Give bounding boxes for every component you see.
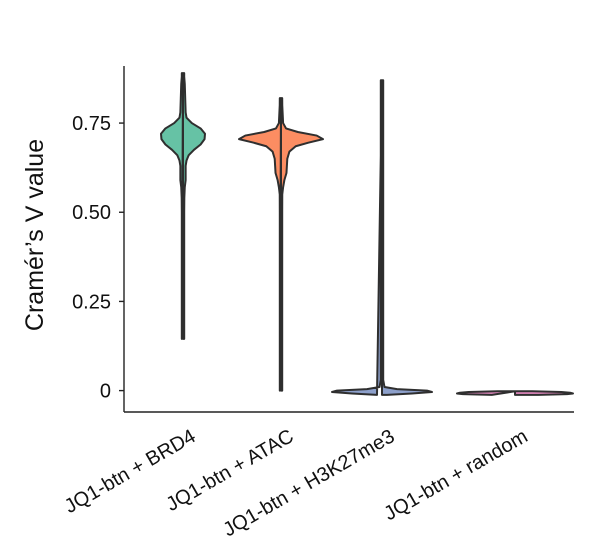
y-tick-label: 0.75	[72, 113, 111, 135]
violins-group	[160, 72, 574, 396]
y-ticks-group: 0 0.25 0.50 0.75	[72, 113, 124, 403]
y-axis-title: Cramér’s V value	[21, 139, 49, 331]
y-tick-label: 0.50	[72, 202, 111, 224]
x-tick-label: JQ1-btn + H3K27me3	[219, 425, 398, 541]
y-tick-label: 0.25	[72, 291, 111, 313]
y-tick-label: 0	[100, 381, 111, 403]
x-tick-label: JQ1-btn + random	[380, 425, 531, 525]
